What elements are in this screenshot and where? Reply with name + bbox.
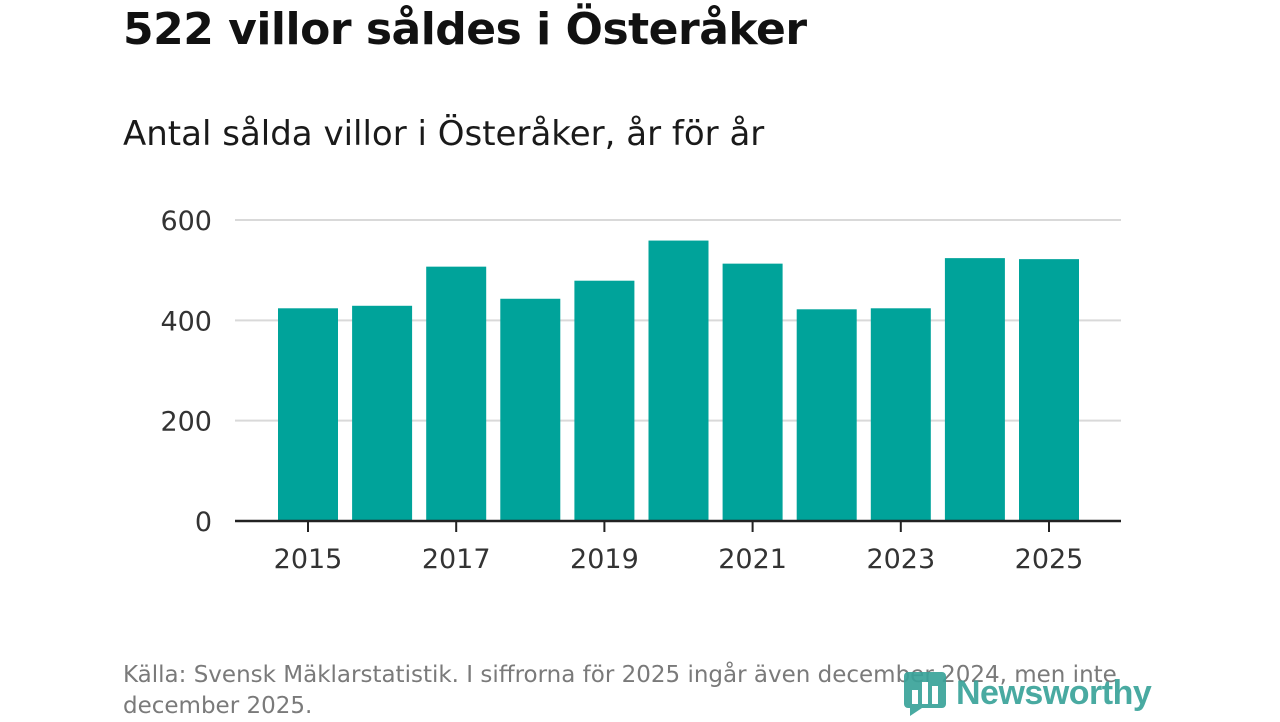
x-tick-label: 2017	[422, 544, 491, 575]
x-tick-label: 2015	[274, 544, 343, 575]
chart-title: 522 villor såldes i Österåker	[123, 4, 807, 55]
bar-2024	[944, 258, 1005, 521]
chart-subtitle: Antal sålda villor i Österåker, år för å…	[123, 114, 765, 154]
x-tick-label: 2021	[718, 544, 787, 575]
bar-2018	[500, 298, 561, 521]
bar-2025	[1019, 259, 1079, 521]
y-tick-label: 600	[160, 206, 212, 237]
bar-chart-icon	[904, 672, 946, 716]
source-note: Källa: Svensk Mäklarstatistik. I siffror…	[123, 662, 1117, 719]
bar-2019	[574, 280, 635, 521]
logo-text: Newsworthy	[956, 673, 1152, 712]
x-tick-label: 2023	[866, 544, 935, 575]
x-tick-label: 2025	[1015, 544, 1084, 575]
bar-2016	[352, 305, 413, 521]
bar-2022	[796, 309, 857, 521]
bar-2020	[648, 240, 709, 521]
y-tick-label: 200	[160, 407, 212, 438]
bar-2017	[426, 266, 487, 521]
x-tick-label: 2019	[570, 544, 639, 575]
y-tick-label: 0	[195, 507, 212, 538]
newsworthy-logo: Newsworthy	[902, 668, 1152, 718]
y-tick-label: 400	[160, 306, 212, 337]
bar-2023	[870, 308, 931, 521]
bar-2021	[722, 263, 783, 521]
bar-2015	[278, 308, 338, 521]
